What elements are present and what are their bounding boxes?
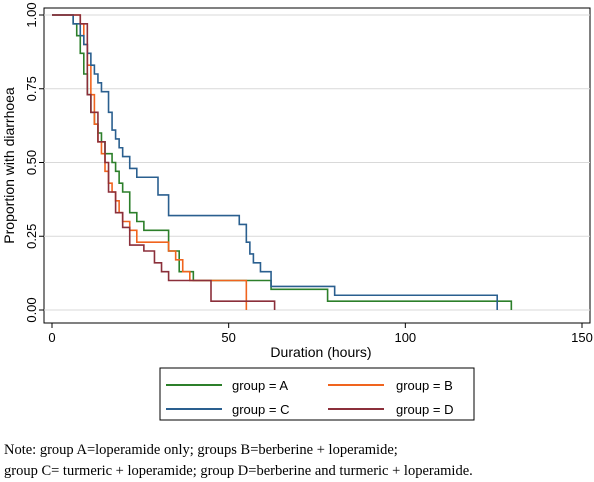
plot-area: 0.00 0.25 0.50 0.75 1.00 0 50 100 150 Duration (h… <box>1 2 593 360</box>
y-tick-label-3: 0.75 <box>24 76 39 101</box>
legend-box <box>159 367 475 421</box>
legend-label-c: group = C <box>232 402 289 417</box>
legend-label-a: group = A <box>232 378 288 393</box>
note-line-1: Note: group A=loperamide only; groups B=… <box>4 442 398 458</box>
y-tick-label-0: 0.00 <box>24 297 39 322</box>
figure-note: Note: group A=loperamide only; groups B=… <box>4 440 594 482</box>
y-tick-label-1: 0.25 <box>24 224 39 249</box>
note-line-2: group C= turmeric + loperamide; group D=… <box>4 463 473 479</box>
survival-chart: 0.00 0.25 0.50 0.75 1.00 0 50 100 150 Duration (h… <box>1 2 593 421</box>
y-tick-label-4: 1.00 <box>24 2 39 27</box>
x-axis-title: Duration (hours) <box>270 344 371 360</box>
y-tick-label-2: 0.50 <box>24 150 39 175</box>
series-line-c <box>52 14 498 310</box>
x-tick-label-1: 50 <box>221 330 235 345</box>
series-line-d <box>52 14 276 310</box>
x-tick-label-2: 100 <box>394 330 416 345</box>
x-tick-label-3: 150 <box>571 330 593 345</box>
x-tick-label-0: 0 <box>48 330 55 345</box>
legend-label-b: group = B <box>396 378 453 393</box>
legend-label-d: group = D <box>396 402 453 417</box>
y-axis-title: Proportion with diarrhoea <box>1 87 17 244</box>
legend: group = A group = B group = C group = D <box>159 367 475 421</box>
plot-frame <box>43 7 591 324</box>
